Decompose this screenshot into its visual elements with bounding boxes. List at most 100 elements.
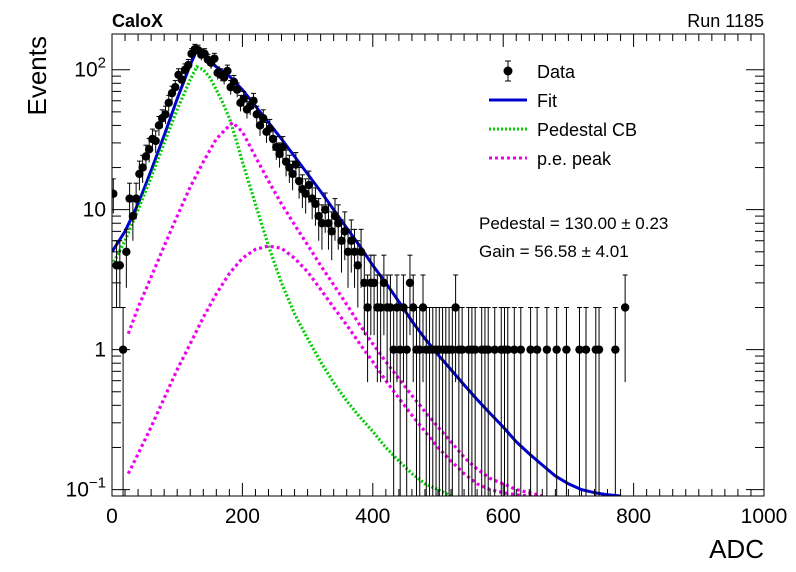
data-marker: [128, 211, 138, 221]
data-marker: [611, 345, 620, 354]
y-axis-title: Events: [22, 36, 52, 116]
data-marker: [532, 345, 542, 354]
legend-entry: p.e. peak: [489, 149, 612, 169]
data-point: [376, 274, 385, 383]
data-point: [470, 307, 480, 496]
data-marker: [125, 194, 134, 203]
data-marker: [144, 145, 154, 154]
data-marker: [255, 121, 265, 130]
data-point: [151, 130, 160, 153]
data-marker: [376, 303, 385, 312]
data-marker: [369, 278, 379, 288]
data-point: [125, 182, 134, 220]
data-point: [581, 307, 591, 496]
y-tick-label: 1: [94, 339, 106, 362]
data-marker: [278, 142, 288, 152]
data-point: [337, 219, 346, 273]
data-point: [128, 198, 138, 241]
gain-annotation: Gain = 56.58 ± 4.01: [479, 242, 629, 261]
data-point: [369, 254, 379, 336]
plot-area: [112, 43, 630, 496]
data-marker: [275, 149, 284, 159]
data-point: [131, 182, 141, 220]
data-point: [239, 91, 248, 108]
x-tick-label: 600: [486, 505, 521, 528]
data-point: [259, 109, 268, 129]
data-point: [184, 58, 193, 72]
data-point: [210, 52, 219, 65]
data-point: [516, 307, 526, 496]
data-marker: [395, 345, 405, 354]
data-point: [457, 307, 467, 496]
data-point: [311, 187, 320, 226]
data-marker: [210, 54, 219, 63]
data-marker: [291, 160, 301, 169]
data-marker: [418, 303, 428, 312]
data-marker: [526, 345, 535, 354]
data-marker: [259, 114, 268, 123]
data-point: [402, 307, 411, 496]
data-point: [122, 228, 131, 288]
data-point: [484, 307, 493, 496]
data-marker: [389, 345, 398, 354]
data-marker: [265, 124, 274, 133]
data-point: [451, 274, 460, 383]
y-tick-label: 10−1: [66, 475, 106, 502]
data-marker: [386, 303, 395, 312]
legend: Data Fit Pedestal CB p.e. peak: [489, 60, 637, 169]
data-point: [324, 204, 333, 250]
data-point: [611, 307, 620, 496]
data-point: [144, 138, 154, 163]
data-point: [542, 307, 552, 496]
legend-label: Pedestal CB: [537, 120, 637, 140]
data-point: [418, 274, 428, 383]
data-point: [386, 274, 395, 383]
data-point: [285, 154, 294, 183]
data-marker: [542, 345, 552, 354]
data-point: [594, 307, 604, 496]
data-point: [314, 198, 323, 241]
data-marker: [184, 60, 193, 70]
data-marker: [360, 278, 369, 288]
data-marker: [219, 73, 229, 82]
data-marker: [503, 345, 512, 354]
data-point: [490, 307, 499, 496]
data-point: [350, 228, 359, 288]
data-marker: [399, 303, 408, 312]
data-marker: [324, 219, 333, 228]
data-point: [291, 152, 301, 180]
data-marker: [562, 345, 571, 354]
data-marker: [249, 96, 258, 105]
data-marker: [552, 345, 561, 354]
data-marker: [141, 152, 151, 161]
data-marker: [229, 77, 239, 86]
run-label: Run 1185: [687, 11, 764, 31]
data-marker: [171, 83, 180, 92]
data-point: [327, 211, 336, 261]
data-point: [363, 274, 372, 383]
pedestal-annotation: Pedestal = 130.00 ± 0.23: [479, 214, 668, 233]
data-point: [223, 64, 232, 78]
data-point: [620, 274, 630, 383]
data-point: [562, 307, 571, 496]
data-point: [232, 82, 242, 98]
data-marker: [356, 247, 366, 257]
x-tick-label: 0: [106, 505, 118, 528]
legend-entry: Fit: [489, 91, 557, 111]
data-marker: [470, 345, 480, 354]
data-marker: [415, 345, 424, 354]
data-marker: [301, 189, 310, 198]
data-marker: [353, 261, 363, 270]
data-marker: [239, 94, 248, 103]
data-point: [330, 198, 340, 241]
data-marker: [343, 247, 353, 257]
data-point: [317, 204, 327, 250]
data-marker: [135, 169, 144, 179]
data-marker: [285, 163, 294, 172]
data-marker: [594, 345, 604, 354]
data-point: [138, 154, 147, 183]
legend-label: Data: [537, 62, 576, 82]
data-marker: [164, 98, 173, 108]
data-point: [171, 80, 180, 95]
data-marker: [581, 345, 591, 354]
